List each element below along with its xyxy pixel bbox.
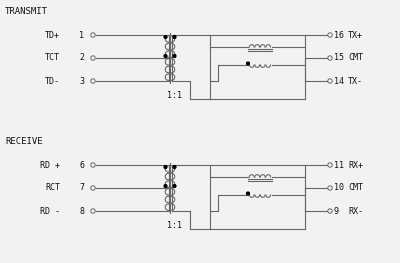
Circle shape <box>328 33 332 37</box>
Text: 2: 2 <box>80 53 84 63</box>
Text: CMT: CMT <box>348 184 363 193</box>
Circle shape <box>173 55 176 57</box>
Circle shape <box>91 56 95 60</box>
Circle shape <box>173 36 176 38</box>
Text: TD-: TD- <box>45 77 60 85</box>
Circle shape <box>91 186 95 190</box>
Text: CMT: CMT <box>348 53 363 63</box>
Circle shape <box>91 163 95 167</box>
Text: RD +: RD + <box>40 160 60 169</box>
Circle shape <box>164 185 167 188</box>
Text: TX-: TX- <box>348 77 363 85</box>
Text: TCT: TCT <box>45 53 60 63</box>
Circle shape <box>246 62 250 65</box>
Text: 15: 15 <box>334 53 344 63</box>
Text: 1:1: 1:1 <box>166 221 182 230</box>
Circle shape <box>91 79 95 83</box>
Text: RCT: RCT <box>45 184 60 193</box>
Text: RD -: RD - <box>40 206 60 215</box>
Text: 3: 3 <box>80 77 84 85</box>
Circle shape <box>91 209 95 213</box>
Text: TD+: TD+ <box>45 31 60 39</box>
Circle shape <box>328 79 332 83</box>
Circle shape <box>173 166 176 168</box>
Text: 7: 7 <box>80 184 84 193</box>
Text: RX-: RX- <box>348 206 363 215</box>
Text: RECEIVE: RECEIVE <box>5 137 43 146</box>
Text: 6: 6 <box>80 160 84 169</box>
Text: TRANSMIT: TRANSMIT <box>5 7 48 16</box>
Text: 10: 10 <box>334 184 344 193</box>
Circle shape <box>164 55 167 57</box>
Circle shape <box>164 36 167 38</box>
Circle shape <box>328 186 332 190</box>
Circle shape <box>328 163 332 167</box>
Text: 14: 14 <box>334 77 344 85</box>
Text: 11: 11 <box>334 160 344 169</box>
Circle shape <box>91 33 95 37</box>
Circle shape <box>173 185 176 188</box>
Text: 9: 9 <box>334 206 339 215</box>
Text: RX+: RX+ <box>348 160 363 169</box>
Text: 1:1: 1:1 <box>166 91 182 100</box>
Circle shape <box>246 192 250 195</box>
Text: 16: 16 <box>334 31 344 39</box>
Text: 8: 8 <box>80 206 84 215</box>
Circle shape <box>164 166 167 168</box>
Text: TX+: TX+ <box>348 31 363 39</box>
Circle shape <box>328 56 332 60</box>
Circle shape <box>328 209 332 213</box>
Text: 1: 1 <box>80 31 84 39</box>
